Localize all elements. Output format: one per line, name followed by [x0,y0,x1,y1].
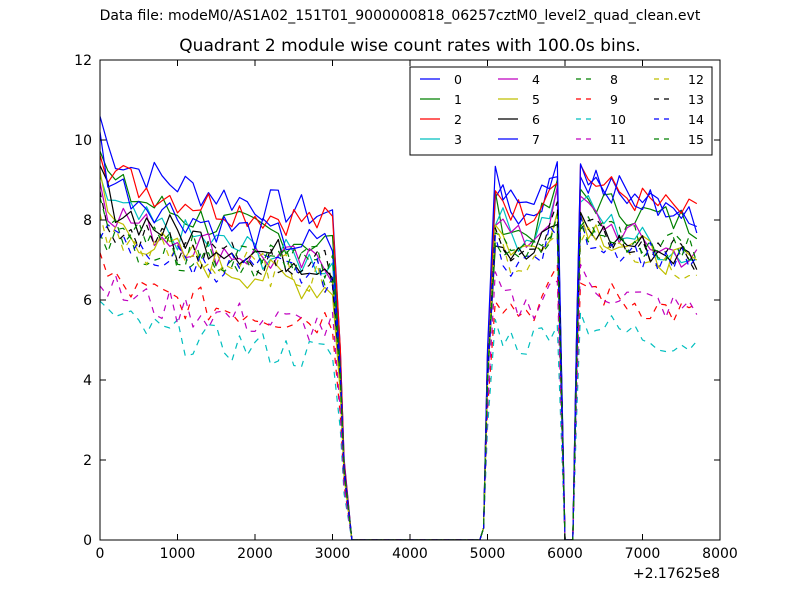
legend-label-12: 12 [688,72,704,87]
legend-label-9: 9 [610,92,618,107]
legend-label-10: 10 [610,112,626,127]
legend-label-8: 8 [610,72,618,87]
series-line-3 [100,174,697,540]
x-tick-label: 3000 [315,546,351,562]
series-line-6 [100,165,698,540]
legend-label-5: 5 [532,92,540,107]
x-tick-label: 8000 [702,546,738,562]
legend-label-15: 15 [688,132,704,147]
x-tick-label: 6000 [547,546,583,562]
legend-label-7: 7 [532,132,540,147]
series-line-13 [100,191,698,540]
y-tick-label: 0 [83,533,92,549]
figure-suptitle: Data file: modeM0/AS1A02_151T01_90000008… [99,8,701,24]
series-line-12 [100,213,697,540]
x-offset-label: +2.17625e8 [633,566,720,582]
y-tick-label: 8 [83,213,92,229]
x-tick-label: 7000 [625,546,661,562]
legend-label-11: 11 [610,132,626,147]
series-line-8 [100,213,698,540]
series-line-0 [100,116,698,540]
y-tick-label: 6 [83,293,92,309]
y-tick-label: 2 [83,453,92,469]
x-tick-label: 2000 [237,546,273,562]
x-tick-label: 0 [96,546,105,562]
legend-label-4: 4 [532,72,540,87]
x-tick-label: 5000 [470,546,506,562]
legend-label-1: 1 [454,92,462,107]
series-line-9 [100,252,698,540]
legend-label-13: 13 [688,92,704,107]
legend-label-6: 6 [532,112,540,127]
legend-label-0: 0 [454,72,462,87]
legend-label-3: 3 [454,132,462,147]
x-tick-label: 1000 [160,546,196,562]
series-line-15 [100,197,698,540]
series-line-2 [100,154,698,540]
y-tick-label: 10 [74,133,92,149]
y-tick-label: 12 [74,53,92,69]
legend-box [409,66,713,156]
legend-label-2: 2 [454,112,462,127]
series-line-7 [100,131,698,540]
x-tick-label: 4000 [392,546,428,562]
series-line-5 [100,171,698,540]
series-line-1 [100,150,698,540]
series-line-14 [100,214,698,540]
series-line-10 [100,300,698,540]
series-line-4 [100,181,698,540]
chart-title: Quadrant 2 module wise count rates with … [179,36,641,56]
y-tick-label: 4 [83,373,92,389]
series-lines [100,116,698,540]
legend-label-14: 14 [688,112,704,127]
